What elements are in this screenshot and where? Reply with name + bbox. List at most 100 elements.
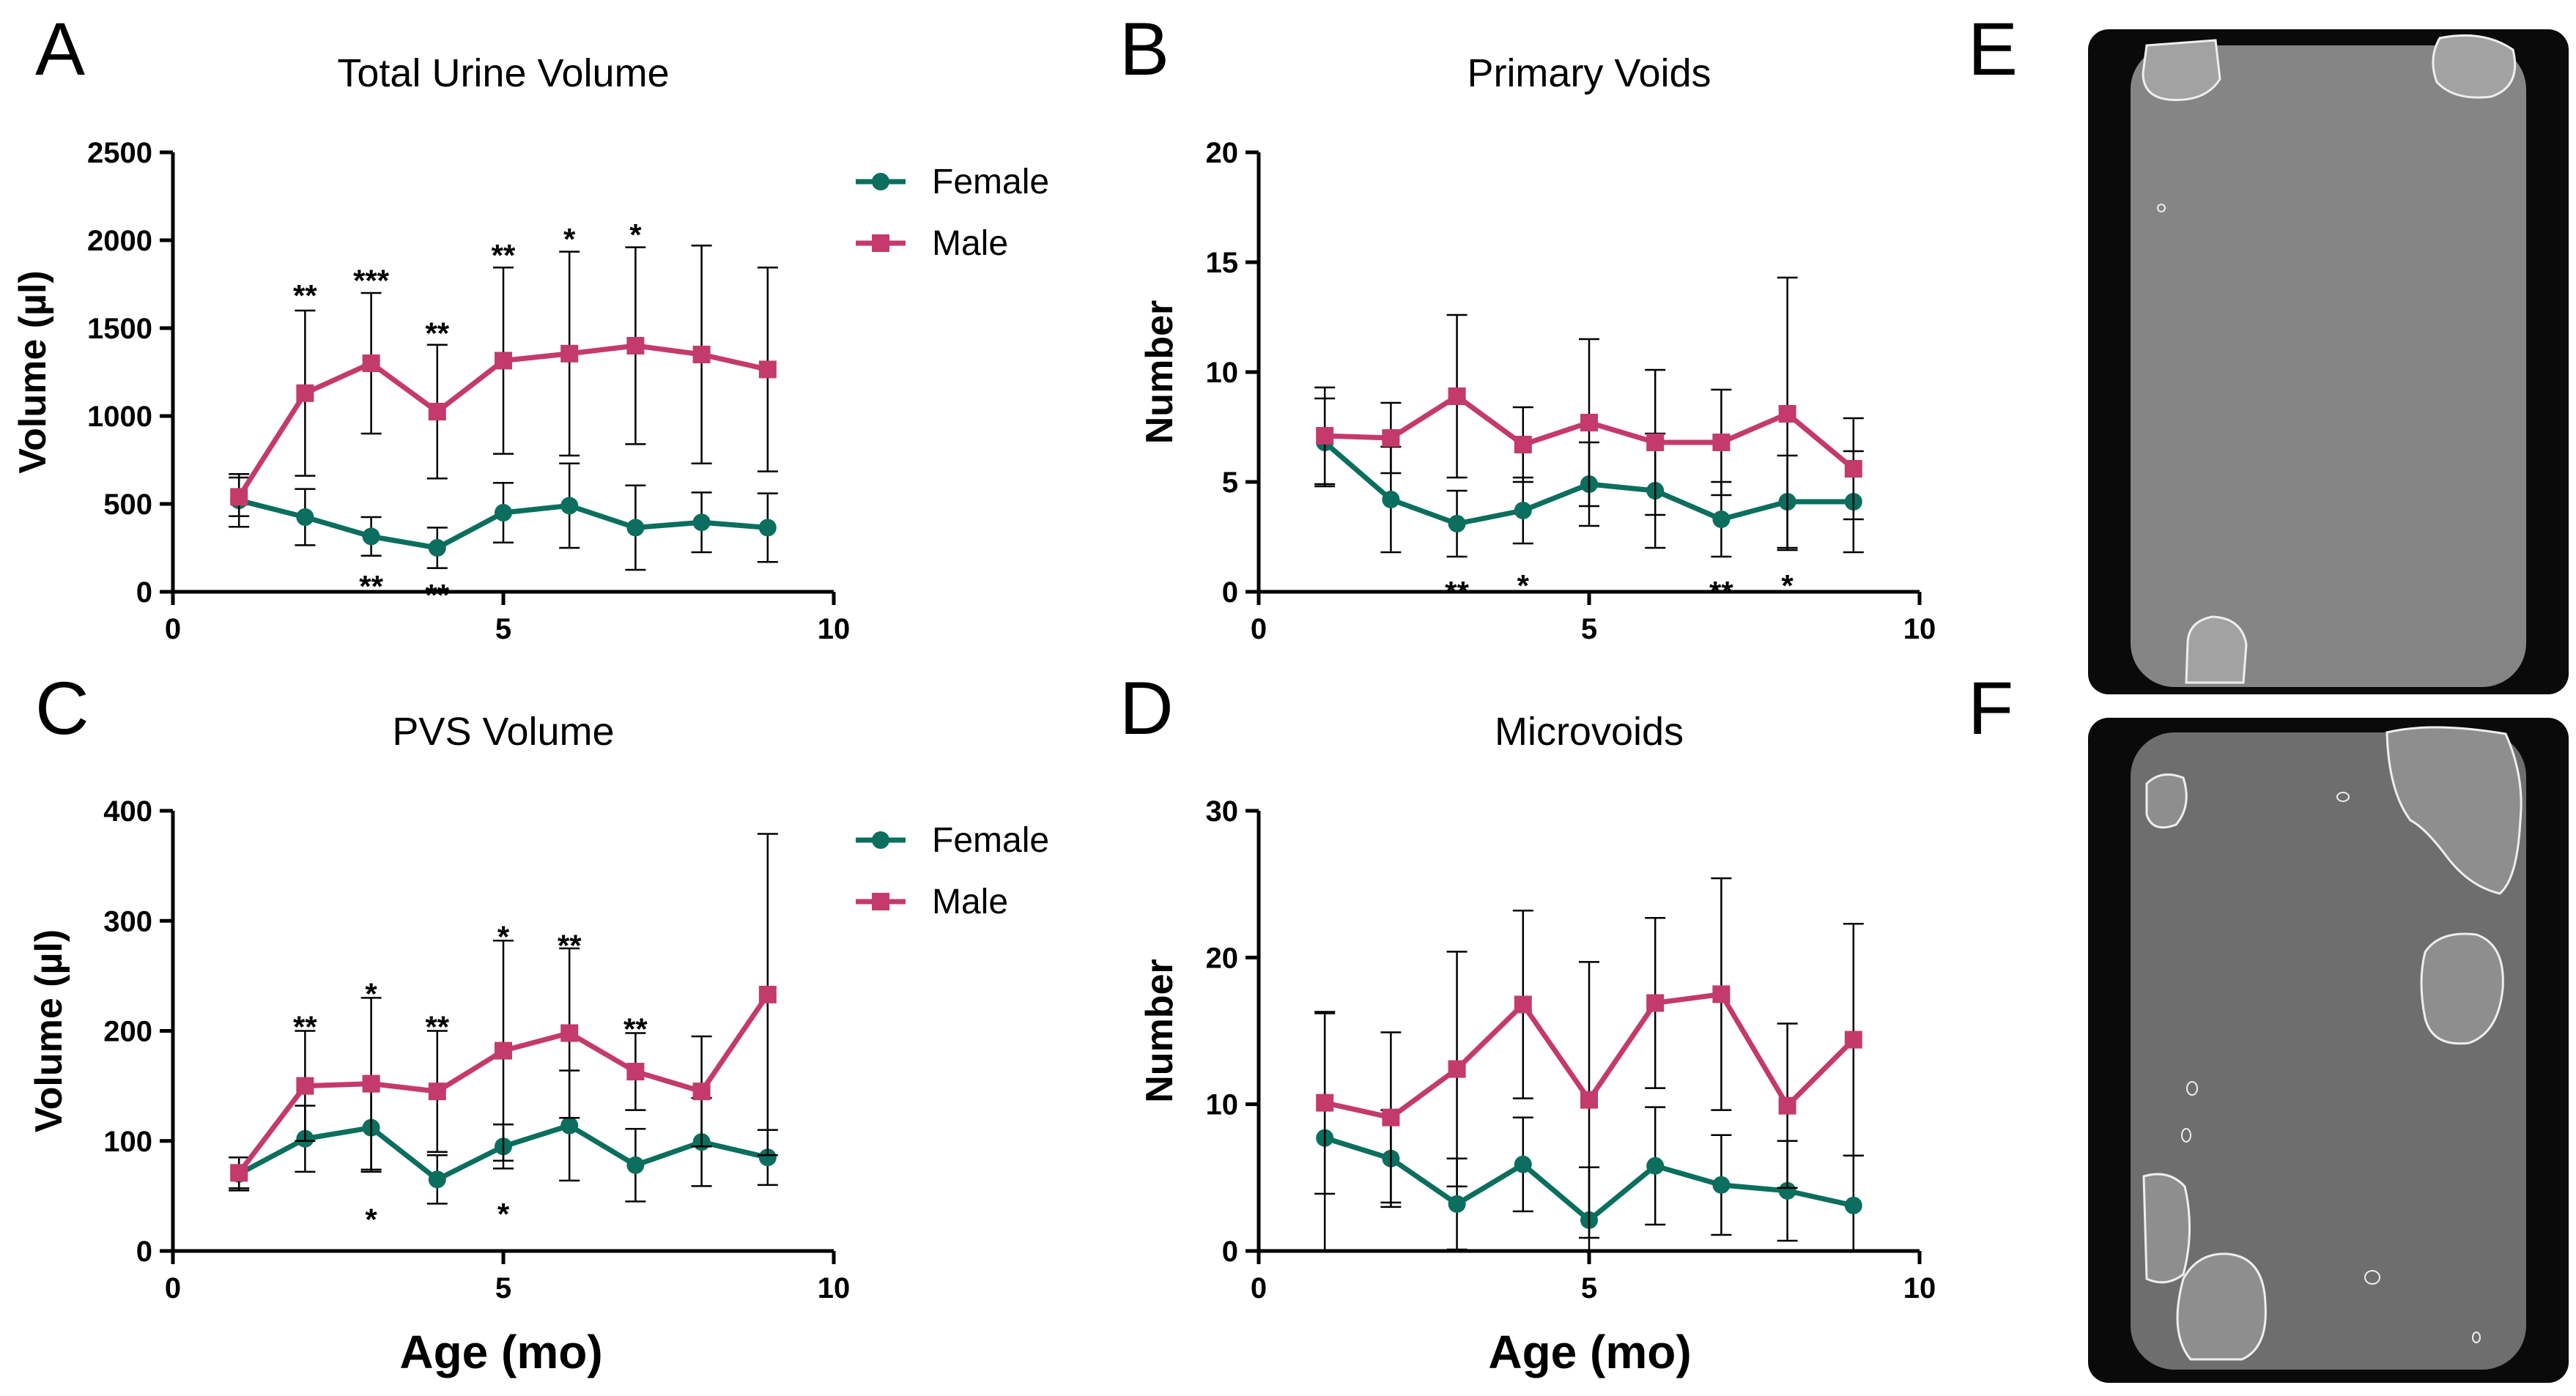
female-data-point	[692, 513, 711, 532]
male-data-point	[1778, 405, 1796, 423]
void-spot-outline	[2142, 39, 2221, 101]
x-tick-label: 0	[1251, 1272, 1267, 1304]
x-tick-label: 5	[495, 1272, 511, 1304]
y-tick-label: 5	[1222, 467, 1238, 499]
significance-marker: ***	[353, 264, 390, 298]
y-axis-label: Volume (µl)	[28, 929, 70, 1132]
void-spot-outline	[2364, 1270, 2380, 1285]
male-data-point	[758, 360, 777, 379]
significance-marker: *	[1517, 568, 1530, 603]
significance-marker: *	[563, 222, 576, 256]
x-tick-label: 5	[495, 613, 511, 645]
y-tick-label: 200	[103, 1016, 152, 1048]
void-spot-outline	[2142, 1173, 2191, 1284]
male-data-point	[626, 1063, 645, 1081]
male-data-point	[1646, 994, 1665, 1012]
x-tick-label: 5	[1581, 1272, 1597, 1304]
male-data-point	[428, 1083, 446, 1101]
chart-title: Primary Voids	[1467, 51, 1711, 95]
y-axis-label: Number	[1139, 300, 1181, 444]
significance-marker: *	[629, 218, 642, 252]
significance-marker: **	[492, 238, 516, 272]
male-data-point	[495, 1042, 512, 1060]
male-data-point	[626, 337, 645, 354]
male-data-point	[1448, 1060, 1466, 1078]
void-spot-outline	[2185, 615, 2248, 684]
male-data-point	[428, 403, 446, 420]
significance-marker: **	[558, 928, 582, 962]
void-spot-outline	[2336, 792, 2350, 802]
y-tick-label: 1000	[87, 401, 152, 433]
chart-microvoids: Microvoids Number 0 10 20 30 0 5 10	[1139, 710, 1936, 1304]
male-data-point	[230, 1164, 248, 1182]
filter-paper-image-e	[2088, 29, 2569, 694]
male-data-point	[1514, 436, 1532, 453]
x-tick-label: 10	[1903, 1272, 1936, 1304]
significance-marker: **	[1445, 575, 1469, 609]
void-spot-outline	[2432, 34, 2517, 99]
male-data-point	[1316, 1094, 1334, 1112]
legend-bottom: Female Male	[856, 821, 1049, 921]
significance-marker: *	[497, 1197, 510, 1231]
x-tick-label: 0	[165, 613, 181, 645]
significance-marker: *	[1781, 568, 1794, 603]
female-data-point	[428, 1170, 446, 1189]
y-tick-label: 0	[1222, 1236, 1238, 1268]
filter-paper	[2131, 732, 2526, 1370]
legend-female-marker	[872, 173, 889, 190]
female-data-point	[1382, 491, 1400, 508]
male-data-point	[692, 1083, 711, 1101]
male-data-point	[1778, 1096, 1796, 1115]
female-data-point	[1712, 510, 1731, 528]
female-data-point	[1844, 1196, 1862, 1214]
female-data-point	[362, 527, 380, 546]
y-tick-label: 100	[103, 1126, 152, 1158]
chart-title: PVS Volume	[392, 710, 614, 754]
y-axis-label: Number	[1139, 959, 1181, 1102]
y-tick-label: 15	[1206, 247, 1239, 279]
male-data-point	[296, 384, 314, 402]
male-data-point	[362, 354, 380, 372]
significance-marker: **	[623, 1011, 648, 1046]
male-data-point	[1316, 427, 1334, 445]
female-data-point	[296, 508, 314, 526]
legend-female-marker	[872, 831, 889, 849]
y-axis-label: Volume (µl)	[12, 270, 54, 473]
void-spot-outline	[2176, 1252, 2267, 1361]
filter-paper-image-f	[2088, 718, 2569, 1383]
chart-total-urine-volume: Total Urine Volume Volume (µl) 0 500 1000 150…	[12, 51, 850, 645]
legend-top: Female Male	[856, 163, 1049, 263]
void-spot-outline	[2157, 204, 2166, 212]
x-tick-label: 0	[165, 1272, 181, 1304]
male-data-point	[1382, 1108, 1400, 1126]
female-data-point	[1514, 502, 1532, 519]
female-data-point	[758, 519, 777, 537]
y-tick-label: 10	[1206, 357, 1239, 389]
female-data-point	[560, 1116, 579, 1135]
y-tick-label: 20	[1206, 942, 1239, 974]
female-data-point	[626, 1156, 645, 1174]
female-data-point	[495, 504, 512, 521]
chart-title: Total Urine Volume	[337, 51, 669, 95]
panel-letter-c: C	[35, 667, 89, 750]
significance-marker: **	[425, 578, 449, 612]
legend-female-label: Female	[932, 163, 1049, 201]
x-tick-label: 10	[818, 1272, 851, 1304]
male-data-point	[560, 344, 579, 363]
void-spot-outline	[2181, 1128, 2191, 1143]
significance-marker: **	[293, 278, 317, 313]
male-data-point	[758, 985, 777, 1003]
male-data-point	[692, 346, 711, 363]
panel-letter-a: A	[35, 7, 85, 91]
y-tick-label: 2000	[87, 225, 152, 257]
significance-marker: **	[425, 1009, 449, 1044]
x-axis-label-left: Age (mo)	[399, 1326, 602, 1378]
y-tick-label: 30	[1206, 795, 1239, 828]
female-data-point	[1646, 1156, 1665, 1175]
y-tick-label: 0	[136, 576, 152, 609]
x-axis-label-right: Age (mo)	[1488, 1326, 1691, 1378]
significance-marker: **	[1709, 575, 1733, 609]
